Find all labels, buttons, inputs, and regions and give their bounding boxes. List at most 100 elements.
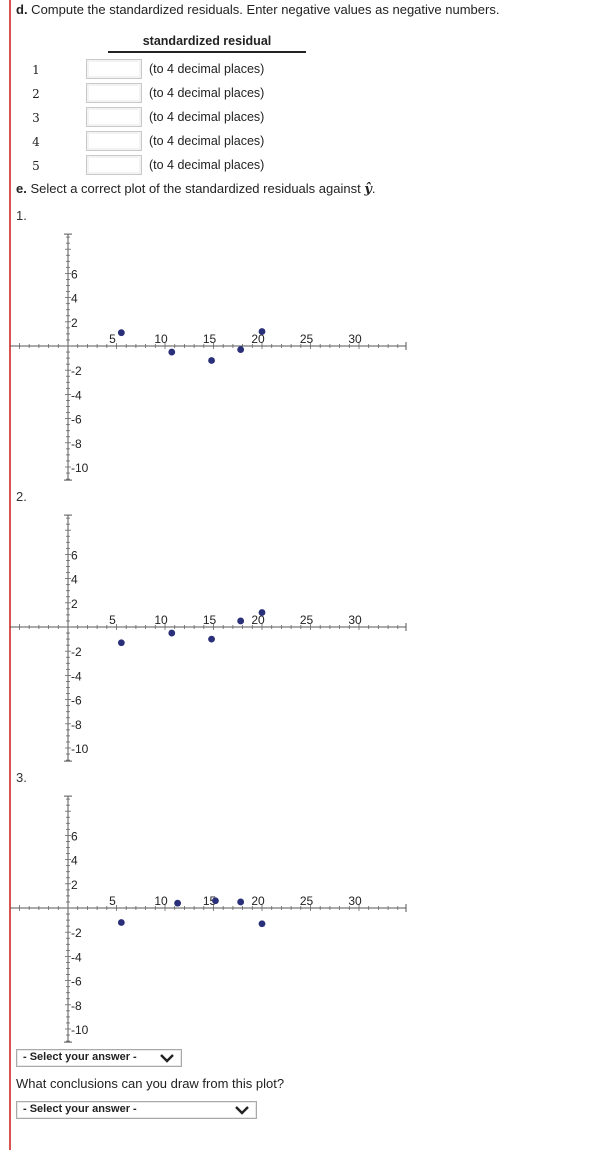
x-tick-label: 25 [300,894,314,908]
plot-option-label: 1. [16,208,27,223]
residual-point [117,329,125,337]
residual-plot-1: 5 10 15 20 25 30 6 4 2 -2 -4 -6 -8 -10 [10,233,407,481]
x-tick-label: 30 [348,332,362,346]
x-tick-label: 20 [251,332,265,346]
y-tick-label: -6 [71,975,82,989]
y-tick-label: -4 [71,388,82,402]
part-e-instructions: e. Select a correct plot of the standard… [16,181,376,197]
y-tick-label: -10 [71,461,89,475]
plot-choice-select[interactable]: - Select your answer - [16,1049,182,1067]
y-tick-label: -4 [71,950,82,964]
residual-input[interactable] [86,155,142,175]
residual-table-header: standardized residual [108,34,306,53]
residual-input[interactable] [86,59,142,79]
row-number: 4 [32,135,40,149]
residual-point [117,639,125,647]
x-tick-label: 25 [300,613,314,627]
plot-choice-select-value: - Select your answer - [23,1051,137,1063]
plot-option-label: 3. [16,770,27,785]
y-tick-label: -2 [71,364,82,378]
x-tick-label: 15 [203,332,217,346]
part-d-text: Compute the standardized residuals. Ente… [27,2,500,17]
residual-input[interactable] [86,83,142,103]
residual-row: 2 (to 4 decimal places) [16,82,316,106]
residual-row: 3 (to 4 decimal places) [16,106,316,130]
chevron-down-icon [235,1106,249,1115]
residual-point [208,357,215,364]
row-number: 5 [32,159,40,173]
decimal-places-note: (to 4 decimal places) [149,134,265,148]
x-tick-label: 10 [154,894,168,908]
x-tick-label: 25 [300,332,314,346]
x-tick-label: 10 [154,332,168,346]
x-tick-label: 15 [203,613,217,627]
x-tick-label: 10 [154,613,168,627]
residual-point [168,348,176,356]
residual-plot-2: 5 10 15 20 25 30 6 4 2 -2 -4 -6 -8 -10 [10,514,407,762]
residual-plot-3: 5 10 15 20 25 30 6 4 2 -2 -4 -6 -8 -10 [10,795,407,1043]
y-tick-label: 2 [71,597,78,611]
residual-point [258,328,266,335]
residual-point [168,629,176,637]
residual-input[interactable] [86,107,142,127]
y-hat-symbol: ŷ [364,182,372,197]
part-e-letter: e. [16,181,27,196]
y-tick-label: -2 [71,926,82,940]
residual-row: 5 (to 4 decimal places) [16,154,316,178]
part-d-letter: d. [16,2,28,17]
y-tick-label: 6 [71,267,78,281]
part-e-end: . [371,181,376,196]
left-accent-rule [9,0,11,1150]
row-number: 1 [32,63,40,77]
decimal-places-note: (to 4 decimal places) [149,86,265,100]
part-d-instructions: d. Compute the standardized residuals. E… [16,2,499,17]
y-tick-label: -4 [71,669,82,683]
y-tick-label: 2 [71,878,78,892]
x-tick-label: 5 [109,894,116,908]
y-tick-label: 4 [71,573,78,587]
part-e-text: Select a correct plot of the standardize… [26,181,365,196]
row-number: 2 [32,87,40,101]
y-tick-label: 4 [71,292,78,306]
residual-point [258,609,266,616]
conclusion-select-value: - Select your answer - [23,1103,137,1115]
residual-point [237,617,245,625]
residual-input[interactable] [86,131,142,151]
x-tick-label: 30 [348,894,362,908]
y-tick-label: -8 [71,437,82,451]
residual-point [212,897,219,905]
residual-point [174,899,182,907]
y-tick-label: -6 [71,694,82,708]
x-tick-label: 15 [203,894,217,908]
conclusion-select[interactable]: - Select your answer - [16,1101,257,1119]
y-tick-label: 6 [71,548,78,562]
row-number: 3 [32,111,40,125]
y-tick-label: -8 [71,999,82,1013]
residual-point [237,346,245,354]
y-tick-label: -10 [71,1023,89,1037]
residual-point [208,635,215,643]
decimal-places-note: (to 4 decimal places) [149,110,265,124]
residual-row: 1 (to 4 decimal places) [16,58,316,82]
residual-point [117,919,125,926]
y-tick-label: 4 [71,854,78,868]
y-tick-label: -8 [71,718,82,732]
decimal-places-note: (to 4 decimal places) [149,158,265,172]
x-tick-label: 5 [109,613,116,627]
residual-point [237,898,245,906]
question-content: d. Compute the standardized residuals. E… [10,0,594,1150]
residual-point [258,920,266,928]
y-tick-label: 2 [71,316,78,330]
x-tick-label: 5 [109,332,116,346]
conclusion-question: What conclusions can you draw from this … [16,1076,285,1091]
x-tick-label: 20 [251,894,265,908]
plot-option-label: 2. [16,489,27,504]
x-tick-label: 30 [348,613,362,627]
residual-row: 4 (to 4 decimal places) [16,130,316,154]
y-tick-label: -10 [71,742,89,756]
y-tick-label: -2 [71,645,82,659]
y-tick-label: -6 [71,413,82,427]
chevron-down-icon [160,1054,174,1063]
decimal-places-note: (to 4 decimal places) [149,62,265,76]
y-tick-label: 6 [71,829,78,843]
